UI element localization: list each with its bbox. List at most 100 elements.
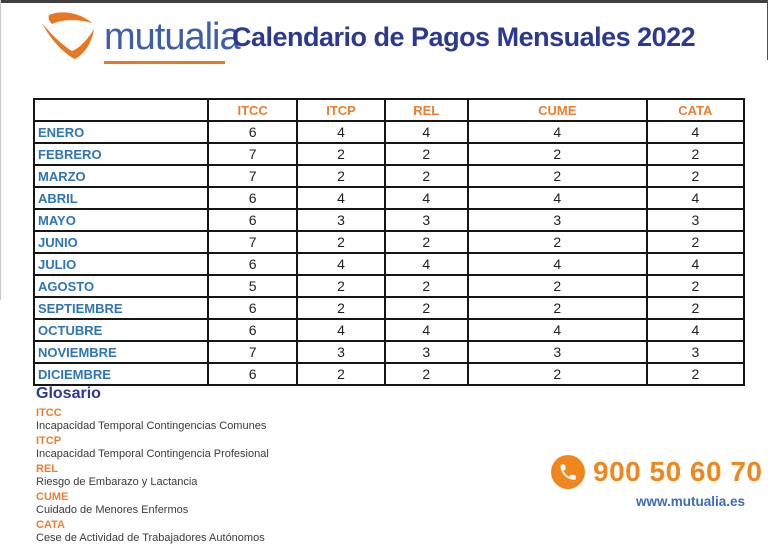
value-cell: 3 <box>296 208 386 232</box>
value-cell: 2 <box>296 230 386 254</box>
month-label: NOVIEMBRE <box>33 340 209 364</box>
value-cell: 2 <box>645 164 746 188</box>
table-row: FEBRERO 7 2 2 2 2 <box>33 142 746 166</box>
page-top-border <box>0 0 768 3</box>
value-cell: 4 <box>383 186 469 210</box>
website-link[interactable]: www.mutualia.es <box>635 494 745 509</box>
value-cell: 4 <box>383 318 469 342</box>
glossary-term: CATA <box>36 519 65 531</box>
value-cell: 6 <box>206 120 299 144</box>
value-cell: 4 <box>466 318 648 342</box>
value-cell: 4 <box>296 252 386 276</box>
value-cell: 7 <box>206 230 299 254</box>
value-cell: 2 <box>296 362 386 386</box>
value-cell: 2 <box>296 142 386 166</box>
table-row: DICIEMBRE 6 2 2 2 2 <box>33 362 746 386</box>
column-header-rel: REL <box>383 98 469 122</box>
value-cell: 6 <box>206 208 299 232</box>
value-cell: 5 <box>206 274 299 298</box>
table-row: JULIO 6 4 4 4 4 <box>33 252 746 276</box>
value-cell: 2 <box>466 164 648 188</box>
mutualia-logo-icon <box>42 12 94 59</box>
table-row: AGOSTO 5 2 2 2 2 <box>33 274 746 298</box>
value-cell: 3 <box>466 208 648 232</box>
month-label: DICIEMBRE <box>33 362 209 386</box>
phone-icon <box>551 455 585 489</box>
month-label: AGOSTO <box>33 274 209 298</box>
table-row: SEPTIEMBRE 6 2 2 2 2 <box>33 296 746 320</box>
glossary-definition: Riesgo de Embarazo y Lactancia <box>36 476 198 488</box>
payments-table: ITCC ITCP REL CUME CATA ENERO 6 4 4 4 4 … <box>33 98 746 386</box>
table-row: JUNIO 7 2 2 2 2 <box>33 230 746 254</box>
month-label: MAYO <box>33 208 209 232</box>
glossary-term: REL <box>36 463 58 475</box>
value-cell: 4 <box>296 120 386 144</box>
value-cell: 3 <box>645 340 746 364</box>
month-label: JULIO <box>33 252 209 276</box>
column-header-itcc: ITCC <box>206 98 299 122</box>
glossary-heading: Glosario <box>36 385 101 402</box>
value-cell: 2 <box>466 274 648 298</box>
value-cell: 3 <box>383 208 469 232</box>
value-cell: 2 <box>383 274 469 298</box>
phone-number: 900 50 60 70 <box>593 456 763 487</box>
month-label: MARZO <box>33 164 209 188</box>
value-cell: 4 <box>466 186 648 210</box>
month-label: JUNIO <box>33 230 209 254</box>
month-label: ENERO <box>33 120 209 144</box>
phone-block: 900 50 60 70 <box>551 455 763 489</box>
value-cell: 2 <box>466 142 648 166</box>
brand-wordmark: mutualia <box>104 16 241 58</box>
value-cell: 2 <box>296 296 386 320</box>
value-cell: 2 <box>645 142 746 166</box>
value-cell: 4 <box>645 186 746 210</box>
value-cell: 4 <box>296 186 386 210</box>
value-cell: 6 <box>206 362 299 386</box>
glossary-definition: Incapacidad Temporal Contingencia Profes… <box>36 448 269 460</box>
column-header-itcp: ITCP <box>296 98 386 122</box>
month-label: SEPTIEMBRE <box>33 296 209 320</box>
value-cell: 2 <box>466 230 648 254</box>
value-cell: 2 <box>383 296 469 320</box>
glossary-definition: Incapacidad Temporal Contingencias Comun… <box>36 420 267 432</box>
value-cell: 6 <box>206 296 299 320</box>
value-cell: 2 <box>383 362 469 386</box>
value-cell: 2 <box>296 274 386 298</box>
glossary-term: CUME <box>36 491 69 503</box>
value-cell: 2 <box>645 362 746 386</box>
corner-cell <box>33 98 209 122</box>
value-cell: 2 <box>645 274 746 298</box>
table-row: ABRIL 6 4 4 4 4 <box>33 186 746 210</box>
value-cell: 2 <box>466 362 648 386</box>
value-cell: 4 <box>383 252 469 276</box>
month-label: OCTUBRE <box>33 318 209 342</box>
value-cell: 4 <box>645 252 746 276</box>
value-cell: 7 <box>206 164 299 188</box>
value-cell: 2 <box>645 296 746 320</box>
glossary: Glosario ITCC Incapacidad Temporal Conti… <box>36 385 416 544</box>
value-cell: 4 <box>296 318 386 342</box>
table-row: MAYO 6 3 3 3 3 <box>33 208 746 232</box>
value-cell: 7 <box>206 142 299 166</box>
value-cell: 4 <box>645 318 746 342</box>
value-cell: 3 <box>383 340 469 364</box>
table-row: NOVIEMBRE 7 3 3 3 3 <box>33 340 746 364</box>
value-cell: 4 <box>466 120 648 144</box>
value-cell: 2 <box>383 142 469 166</box>
value-cell: 4 <box>466 252 648 276</box>
value-cell: 3 <box>645 208 746 232</box>
value-cell: 2 <box>383 230 469 254</box>
page-title: Calendario de Pagos Mensuales 2022 <box>232 22 696 52</box>
page-left-edge <box>0 0 1 300</box>
value-cell: 3 <box>466 340 648 364</box>
value-cell: 6 <box>206 186 299 210</box>
month-label: FEBRERO <box>33 142 209 166</box>
table-header-row: ITCC ITCP REL CUME CATA <box>33 98 746 122</box>
table-row: ENERO 6 4 4 4 4 <box>33 120 746 144</box>
column-header-cume: CUME <box>466 98 648 122</box>
value-cell: 2 <box>645 230 746 254</box>
month-label: ABRIL <box>33 186 209 210</box>
value-cell: 4 <box>645 120 746 144</box>
value-cell: 6 <box>206 318 299 342</box>
